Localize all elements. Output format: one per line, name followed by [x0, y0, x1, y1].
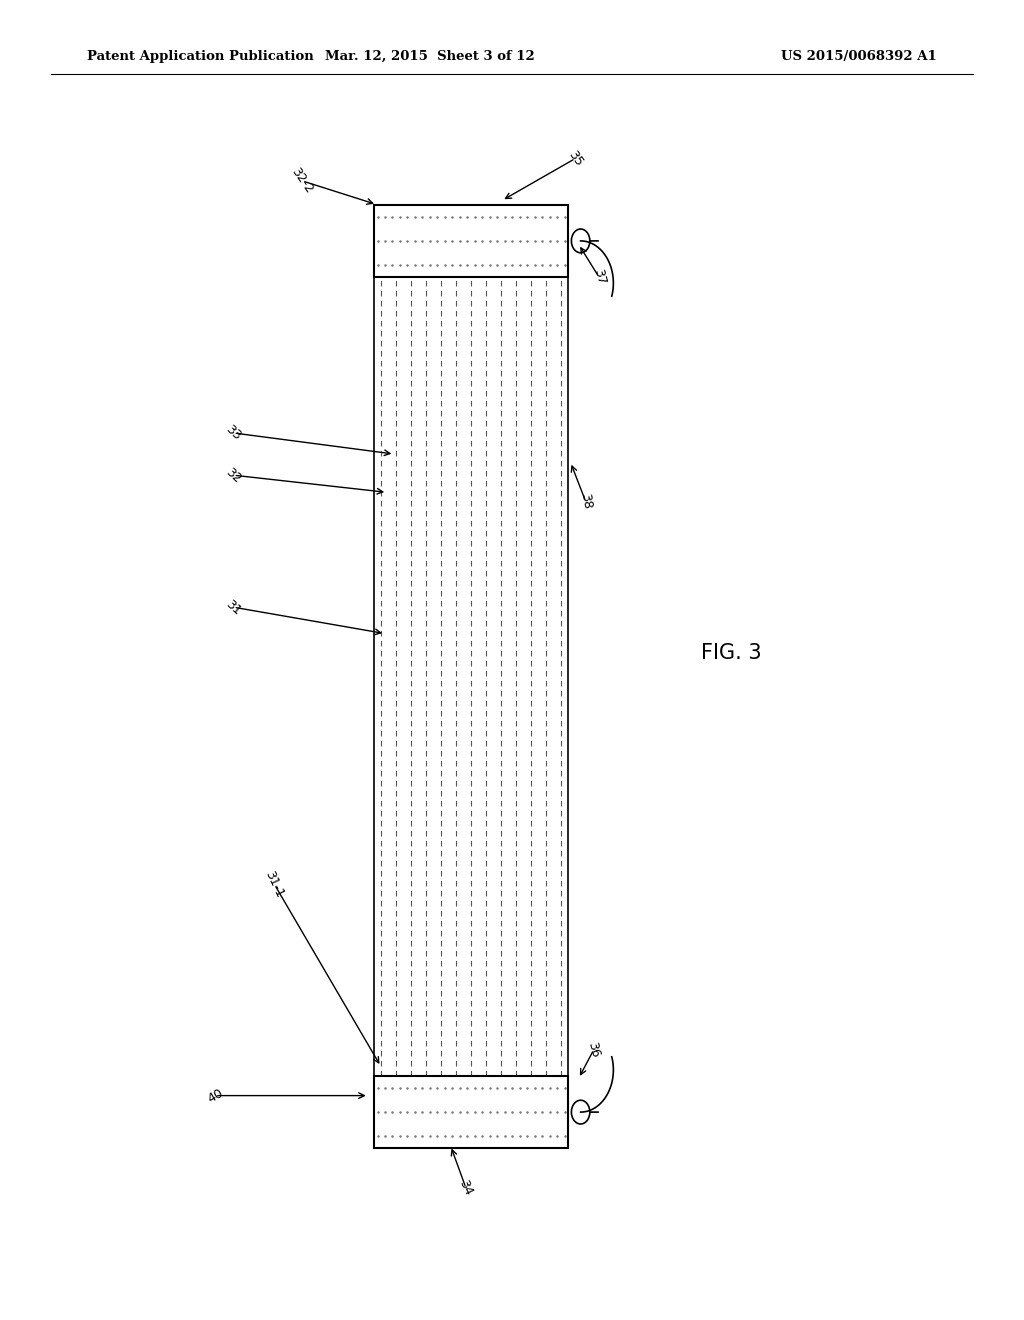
Text: 35: 35 [565, 148, 586, 169]
Bar [374, 277, 568, 1076]
Text: 34: 34 [457, 1179, 475, 1197]
Text: US 2015/0068392 A1: US 2015/0068392 A1 [781, 50, 937, 63]
Text: 40: 40 [205, 1086, 225, 1105]
Text: FIG. 3: FIG. 3 [701, 643, 762, 664]
Bar [374, 1076, 568, 1148]
Text: 31-1: 31-1 [262, 869, 287, 900]
Text: 32: 32 [223, 465, 244, 486]
Text: Patent Application Publication: Patent Application Publication [87, 50, 313, 63]
Text: 36: 36 [586, 1040, 602, 1059]
Text: 31: 31 [223, 597, 244, 618]
Bar [374, 205, 568, 277]
Text: 37: 37 [591, 268, 607, 286]
Text: 38: 38 [578, 492, 594, 511]
Text: 33: 33 [223, 422, 244, 444]
Circle shape [571, 1101, 590, 1123]
Circle shape [571, 230, 590, 253]
Text: 32-2: 32-2 [289, 165, 315, 197]
Text: Mar. 12, 2015  Sheet 3 of 12: Mar. 12, 2015 Sheet 3 of 12 [326, 50, 535, 63]
